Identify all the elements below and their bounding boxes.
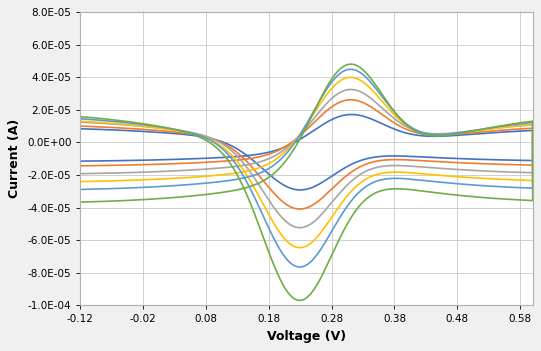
X-axis label: Voltage (V): Voltage (V) (267, 330, 346, 343)
Y-axis label: Current (A): Current (A) (8, 119, 21, 198)
